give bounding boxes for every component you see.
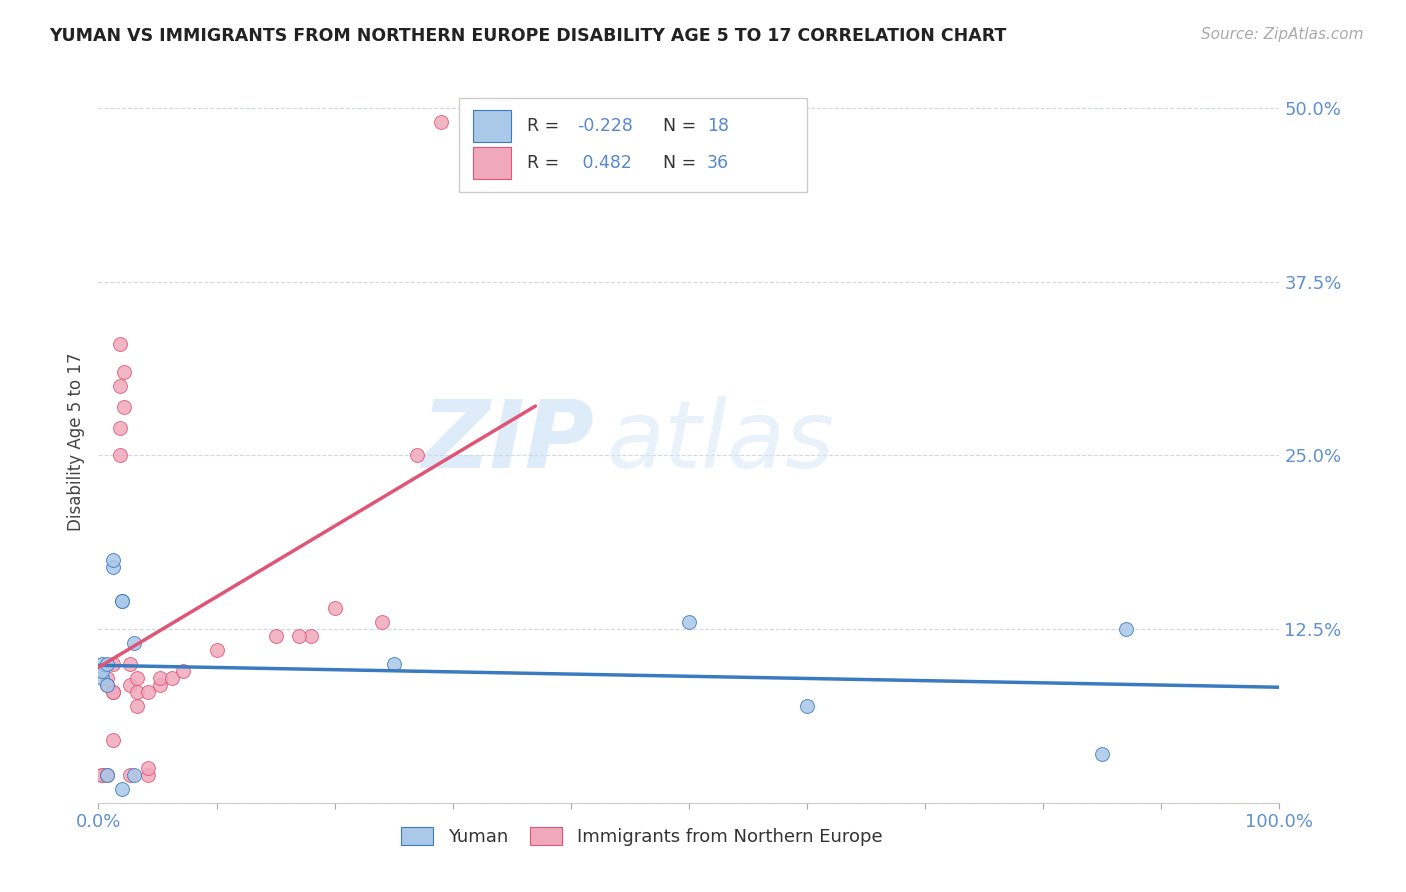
Point bbox=[101, 684, 124, 698]
Point bbox=[101, 684, 124, 698]
Point bbox=[323, 601, 346, 615]
Point bbox=[382, 657, 405, 671]
Point bbox=[120, 657, 142, 671]
Point bbox=[149, 678, 172, 692]
Point bbox=[96, 678, 118, 692]
Point bbox=[101, 733, 124, 747]
Point bbox=[96, 678, 118, 692]
Point bbox=[127, 671, 149, 685]
Point bbox=[108, 420, 131, 434]
Point bbox=[264, 629, 287, 643]
Text: atlas: atlas bbox=[606, 396, 835, 487]
Point bbox=[108, 449, 131, 463]
Point bbox=[120, 768, 142, 782]
Text: 0.482: 0.482 bbox=[576, 154, 631, 172]
Point bbox=[136, 761, 159, 775]
Point bbox=[136, 684, 159, 698]
Point bbox=[136, 768, 159, 782]
Point bbox=[96, 768, 118, 782]
Point bbox=[149, 671, 172, 685]
Text: ZIP: ZIP bbox=[422, 395, 595, 488]
Point bbox=[205, 643, 228, 657]
FancyBboxPatch shape bbox=[472, 110, 510, 142]
Point bbox=[127, 698, 149, 713]
Point bbox=[1115, 622, 1137, 636]
Text: N =: N = bbox=[664, 154, 702, 172]
Text: YUMAN VS IMMIGRANTS FROM NORTHERN EUROPE DISABILITY AGE 5 TO 17 CORRELATION CHAR: YUMAN VS IMMIGRANTS FROM NORTHERN EUROPE… bbox=[49, 27, 1007, 45]
Point bbox=[120, 678, 142, 692]
Point bbox=[91, 671, 114, 685]
Point bbox=[678, 615, 700, 630]
Point bbox=[111, 781, 134, 796]
Point bbox=[96, 657, 118, 671]
Point bbox=[172, 664, 194, 678]
Text: Source: ZipAtlas.com: Source: ZipAtlas.com bbox=[1201, 27, 1364, 42]
Y-axis label: Disability Age 5 to 17: Disability Age 5 to 17 bbox=[66, 352, 84, 531]
Point bbox=[96, 768, 118, 782]
Text: N =: N = bbox=[664, 117, 702, 135]
Point bbox=[91, 768, 114, 782]
Point bbox=[406, 449, 429, 463]
Text: 18: 18 bbox=[707, 117, 728, 135]
Point bbox=[127, 684, 149, 698]
Point bbox=[101, 559, 124, 574]
FancyBboxPatch shape bbox=[472, 147, 510, 179]
Point bbox=[430, 115, 453, 129]
Point bbox=[122, 768, 145, 782]
Point bbox=[108, 337, 131, 351]
Point bbox=[101, 552, 124, 566]
Point bbox=[371, 615, 394, 630]
Point bbox=[796, 698, 818, 713]
Point bbox=[122, 636, 145, 650]
Point bbox=[91, 657, 114, 671]
Point bbox=[111, 594, 134, 608]
Point bbox=[288, 629, 311, 643]
Point bbox=[108, 379, 131, 393]
Point bbox=[1091, 747, 1114, 761]
Point bbox=[91, 664, 114, 678]
Point bbox=[101, 657, 124, 671]
Point bbox=[111, 594, 134, 608]
Legend: Yuman, Immigrants from Northern Europe: Yuman, Immigrants from Northern Europe bbox=[392, 818, 891, 855]
FancyBboxPatch shape bbox=[458, 98, 807, 193]
Text: -0.228: -0.228 bbox=[576, 117, 633, 135]
Text: R =: R = bbox=[527, 154, 565, 172]
Point bbox=[299, 629, 322, 643]
Point bbox=[160, 671, 183, 685]
Point bbox=[112, 365, 135, 379]
Point bbox=[96, 671, 118, 685]
Text: R =: R = bbox=[527, 117, 565, 135]
Point bbox=[91, 768, 114, 782]
Text: 36: 36 bbox=[707, 154, 728, 172]
Point bbox=[112, 400, 135, 414]
